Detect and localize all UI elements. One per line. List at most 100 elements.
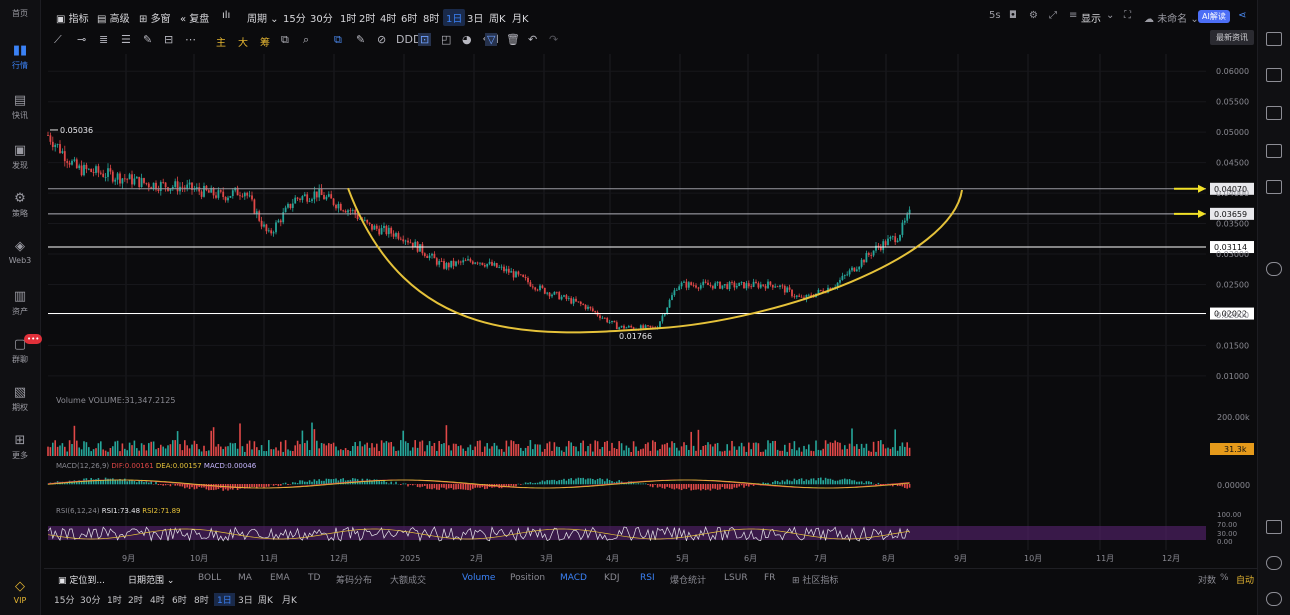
- period-month[interactable]: 月K: [282, 596, 297, 606]
- panel-icon[interactable]: [1266, 520, 1282, 534]
- period-8h[interactable]: 8时: [194, 596, 209, 606]
- advanced-button[interactable]: ▤ 高级: [97, 14, 130, 25]
- date-range-dropdown[interactable]: 日期范围 ⌄: [128, 576, 175, 586]
- history-icon[interactable]: [1266, 262, 1282, 276]
- sidebar-item-news[interactable]: ▤ 快讯: [0, 94, 40, 121]
- depth-icon[interactable]: [1266, 106, 1282, 120]
- sidebar-item-web3[interactable]: ◈ Web3: [0, 240, 40, 266]
- percent-scale-toggle[interactable]: %: [1220, 573, 1229, 583]
- indicator-button[interactable]: ▣ 指标: [56, 14, 89, 25]
- sidebar-item-chat[interactable]: ▢ ••• 群聊: [0, 334, 43, 365]
- indicator-macd[interactable]: MACD: [560, 573, 587, 583]
- expand-icon[interactable]: ⛶: [1124, 10, 1131, 21]
- cloud-layout-button[interactable]: ☁ 未命名 ⌄: [1144, 14, 1199, 25]
- layers-icon[interactable]: [1266, 180, 1282, 194]
- period-week[interactable]: 周K: [258, 596, 273, 606]
- period-1h[interactable]: 1时: [107, 596, 122, 606]
- interval-month[interactable]: 月K: [512, 14, 529, 25]
- text-tool-icon[interactable]: DDD: [396, 33, 422, 46]
- pencil-icon[interactable]: ✎: [356, 33, 366, 46]
- indicator-lsur[interactable]: LSUR: [724, 573, 748, 583]
- sidebar-item-assets[interactable]: ▥ 资产: [0, 290, 40, 317]
- chip-label[interactable]: 筹: [260, 38, 270, 49]
- horizontal-ray-tool-icon[interactable]: ⊸: [77, 33, 87, 46]
- eye-icon[interactable]: ◰: [441, 33, 452, 46]
- trendline-tool-icon[interactable]: ⟋: [54, 33, 62, 46]
- trash-icon[interactable]: 🗑: [506, 33, 520, 46]
- channel-tool-icon[interactable]: ≣: [99, 33, 109, 46]
- indicator-ema[interactable]: EMA: [270, 573, 290, 583]
- display-button[interactable]: 显示: [1081, 14, 1101, 25]
- indicator-liquidation[interactable]: 爆仓统计: [670, 576, 707, 586]
- interval-3d[interactable]: 3日: [467, 14, 484, 25]
- lock-icon[interactable]: ⊡: [418, 33, 432, 46]
- brush-tool-icon[interactable]: ✎: [143, 33, 153, 46]
- more-tools-icon[interactable]: ⋯: [185, 33, 196, 46]
- notes-icon[interactable]: [1266, 32, 1282, 46]
- indicator-fr[interactable]: FR: [764, 573, 776, 583]
- sidebar-item-market[interactable]: ▮▮ 行情: [0, 44, 40, 71]
- period-30m[interactable]: 30分: [80, 596, 101, 606]
- price-chart[interactable]: 0.04070 0.03659 0.03114 0.02022 0.06000 0.05…: [44, 50, 1256, 570]
- fib-tool-icon[interactable]: ☰: [121, 33, 131, 46]
- copy-icon[interactable]: ⧉: [334, 33, 342, 46]
- interval-2h[interactable]: 2时: [359, 14, 376, 25]
- locate-button[interactable]: ▣ 定位到...: [58, 576, 105, 586]
- period-6h[interactable]: 6时: [172, 596, 187, 606]
- help-icon[interactable]: [1266, 556, 1282, 570]
- redo-icon[interactable]: ↷: [549, 33, 559, 46]
- indicator-community[interactable]: ⊞ 社区指标: [792, 576, 839, 586]
- fullscreen-icon[interactable]: ⤢: [1049, 10, 1057, 21]
- measure-tool-icon[interactable]: ⊟: [164, 33, 174, 46]
- indicator-boll[interactable]: BOLL: [198, 573, 222, 583]
- interval-6h[interactable]: 6时: [401, 14, 418, 25]
- period-15m[interactable]: 15分: [54, 596, 75, 606]
- indicator-large-trade[interactable]: 大额成交: [390, 576, 427, 586]
- ruler-icon[interactable]: ⊘: [377, 33, 387, 46]
- cup-arc-drawing[interactable]: [347, 187, 963, 334]
- support-icon[interactable]: [1266, 592, 1282, 606]
- indicator-rsi[interactable]: RSI: [640, 573, 655, 583]
- compare-icon[interactable]: ⧉: [281, 33, 289, 46]
- undo-icon[interactable]: ↶: [528, 33, 538, 46]
- indicator-position[interactable]: Position: [510, 573, 546, 583]
- sidebar-item-discover[interactable]: ▣ 发现: [0, 144, 40, 171]
- indicator-kdj[interactable]: KDJ: [604, 573, 620, 583]
- large-order-label[interactable]: 大: [238, 38, 248, 49]
- period-dropdown[interactable]: 周期 ⌄: [247, 14, 279, 25]
- period-3d[interactable]: 3日: [238, 596, 253, 606]
- search-symbol-icon[interactable]: ⌕: [303, 33, 310, 46]
- sidebar-item-more[interactable]: ⊞ 更多: [0, 434, 40, 461]
- log-scale-toggle[interactable]: 对数: [1198, 576, 1217, 586]
- filter-icon[interactable]: ▽: [485, 33, 498, 46]
- sidebar-item-vip[interactable]: ◇ VIP: [0, 580, 40, 606]
- interval-4h[interactable]: 4时: [380, 14, 397, 25]
- interval-8h[interactable]: 8时: [423, 14, 440, 25]
- monitor-icon[interactable]: [1266, 144, 1282, 158]
- settings-icon[interactable]: ⚙: [1029, 10, 1038, 21]
- indicator-ma[interactable]: MA: [238, 573, 252, 583]
- auto-scale-toggle[interactable]: 自动: [1236, 576, 1255, 586]
- sidebar-item-strategy[interactable]: ⚙ 策略: [0, 192, 40, 219]
- magnet-icon[interactable]: ◕: [462, 33, 472, 46]
- sidebar-item-options[interactable]: ▧ 期权: [0, 386, 40, 413]
- share-icon[interactable]: ⋖: [1238, 10, 1247, 21]
- interval-1h[interactable]: 1时: [340, 14, 357, 25]
- sliders-icon[interactable]: ≡: [1069, 10, 1078, 21]
- period-1d[interactable]: 1日: [214, 593, 235, 606]
- interval-week[interactable]: 周K: [489, 14, 506, 25]
- indicator-chip[interactable]: 筹码分布: [336, 576, 373, 586]
- chart-type-icon[interactable]: ılı: [222, 10, 231, 21]
- ai-interpret-button[interactable]: AI解读: [1198, 10, 1230, 23]
- indicator-td[interactable]: TD: [308, 573, 321, 583]
- chevron-down-icon[interactable]: ⌄: [1106, 10, 1115, 21]
- chart-area[interactable]: 0.04070 0.03659 0.03114 0.02022 0.06000 0.05…: [44, 50, 1256, 570]
- interval-1d[interactable]: 1日: [443, 9, 466, 26]
- camera-icon[interactable]: ◘: [1009, 10, 1017, 21]
- period-4h[interactable]: 4时: [150, 596, 165, 606]
- period-2h[interactable]: 2时: [128, 596, 143, 606]
- indicator-volume[interactable]: Volume: [462, 573, 496, 583]
- interval-15m[interactable]: 15分: [283, 14, 306, 25]
- multi-window-button[interactable]: ⊞ 多窗: [139, 14, 171, 25]
- sidebar-item-home[interactable]: 首页: [0, 8, 40, 19]
